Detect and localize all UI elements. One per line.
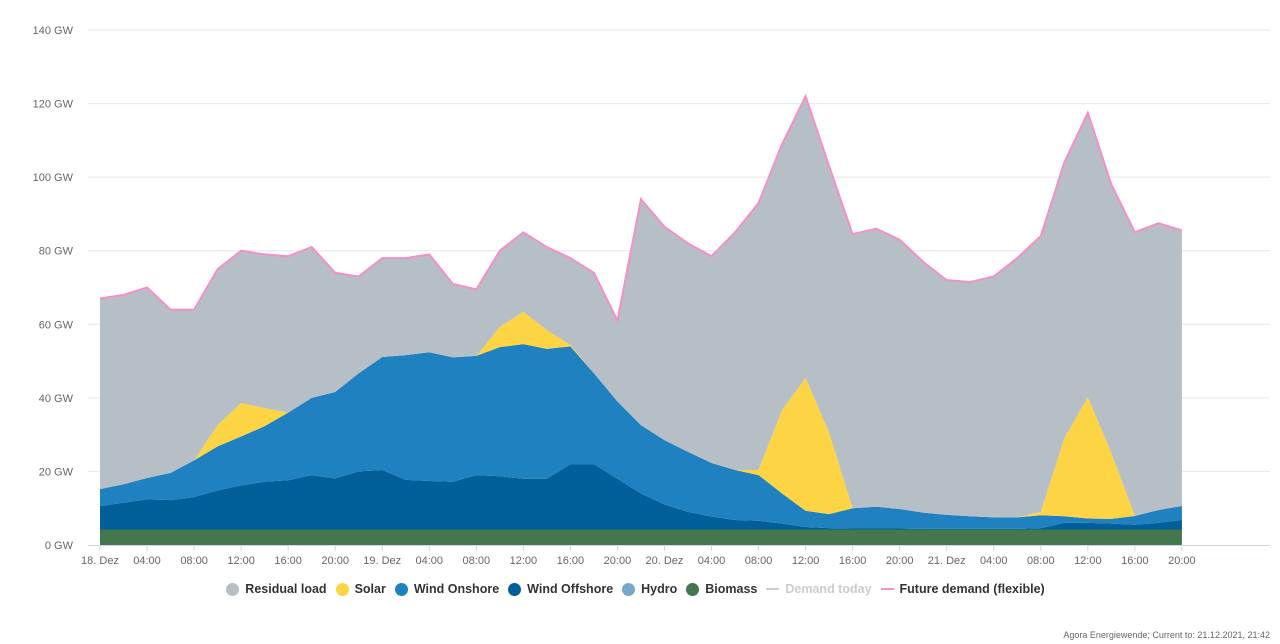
legend-dot-icon [508,582,522,596]
area-solar [100,311,1182,519]
y-tick-label: 140 GW [33,25,74,37]
x-tick-label: 04:00 [980,555,1008,567]
y-tick-label: 20 GW [39,466,74,478]
x-tick-label: 20:00 [321,555,349,567]
legend-label: Residual load [245,582,327,596]
x-tick-label: 16:00 [839,555,867,567]
x-tick-label: 12:00 [227,555,255,567]
area-wind-offshore [100,464,1182,530]
legend-dot-icon [394,582,408,596]
x-tick-label: 18. Dez [81,555,119,567]
line-future-demand-flexible- [99,93,1183,324]
y-tick-label: 40 GW [39,393,74,405]
legend-label: Demand today [785,582,872,596]
x-tick-label: 08:00 [180,555,208,567]
x-tick-label: 20. Dez [646,555,684,567]
legend-label: Solar [354,582,386,596]
legend-item-solar[interactable]: Solar [335,582,386,596]
legend-item-demand-today[interactable]: Demand today [766,582,872,596]
legend-item-wind-offshore[interactable]: Wind Offshore [508,582,613,596]
x-tick-label: 16:00 [1121,555,1149,567]
x-tick-label: 12:00 [792,555,820,567]
legend-label: Hydro [641,582,678,596]
x-tick-label: 12:00 [1074,555,1102,567]
x-tick-label: 16:00 [557,555,585,567]
area-wind-onshore [100,344,1182,529]
legend-dot-icon [226,582,240,596]
x-tick-label: 12:00 [510,555,538,567]
x-tick-label: 04:00 [416,555,444,567]
stacked-areas [100,96,1182,545]
x-tick-label: 08:00 [463,555,491,567]
legend-item-hydro[interactable]: Hydro [622,582,677,596]
y-tick-label: 60 GW [39,319,74,331]
legend-item-biomass[interactable]: Biomass [686,582,757,596]
legend-dot-icon [622,582,636,596]
legend-item-wind-onshore[interactable]: Wind Onshore [394,582,500,596]
y-tick-label: 120 GW [33,99,74,111]
x-tick-label: 20:00 [1168,555,1196,567]
x-tick-label: 16:00 [274,555,302,567]
legend-label: Future demand (flexible) [899,582,1045,596]
x-tick-label: 20:00 [604,555,632,567]
x-tick-label: 19. Dez [363,555,401,567]
legend-dot-icon [686,582,700,596]
legend-item-future-demand-flexible-[interactable]: Future demand (flexible) [880,582,1045,596]
legend-dot-icon [335,582,349,596]
legend-item-residual-load[interactable]: Residual load [226,582,327,596]
x-tick-label: 04:00 [133,555,161,567]
x-tick-label: 04:00 [698,555,726,567]
x-tick-label: 21. Dez [928,555,966,567]
legend: Residual load Solar Wind Onshore Wind Offsh… [0,582,1280,596]
area-residual-load [100,96,1182,518]
y-axis: 0 GW 20 GW 40 GW 60 GW 80 GW 100 GW 120 GW 140 … [33,25,74,552]
footer-credit: Agora Energiewende; Current to: 21.12.20… [1063,630,1270,640]
area-biomass [100,529,1182,545]
demand-lines [99,93,1183,324]
chart: 0 GW 20 GW 40 GW 60 GW 80 GW 100 GW 120 GW 140 … [33,25,1270,567]
y-tick-label: 0 GW [45,540,74,552]
legend-label: Wind Offshore [527,582,614,596]
legend-label: Wind Onshore [413,582,500,596]
legend-line-icon [766,588,780,590]
legend-label: Biomass [705,582,758,596]
legend-line-icon [880,588,894,590]
x-tick-label: 08:00 [1027,555,1055,567]
y-tick-label: 100 GW [33,172,74,184]
x-tick-label: 08:00 [745,555,773,567]
x-axis: 18. Dez 04:00 08:00 12:00 16:00 20:00 19. Dez 0… [81,545,1270,567]
y-tick-label: 80 GW [39,246,74,258]
x-tick-label: 20:00 [886,555,914,567]
